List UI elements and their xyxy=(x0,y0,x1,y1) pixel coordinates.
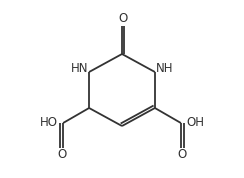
Text: OH: OH xyxy=(186,116,204,129)
Text: O: O xyxy=(118,12,128,25)
Text: O: O xyxy=(178,148,187,161)
Text: NH: NH xyxy=(156,62,173,75)
Text: HO: HO xyxy=(40,116,58,129)
Text: HN: HN xyxy=(71,62,88,75)
Text: O: O xyxy=(57,148,66,161)
